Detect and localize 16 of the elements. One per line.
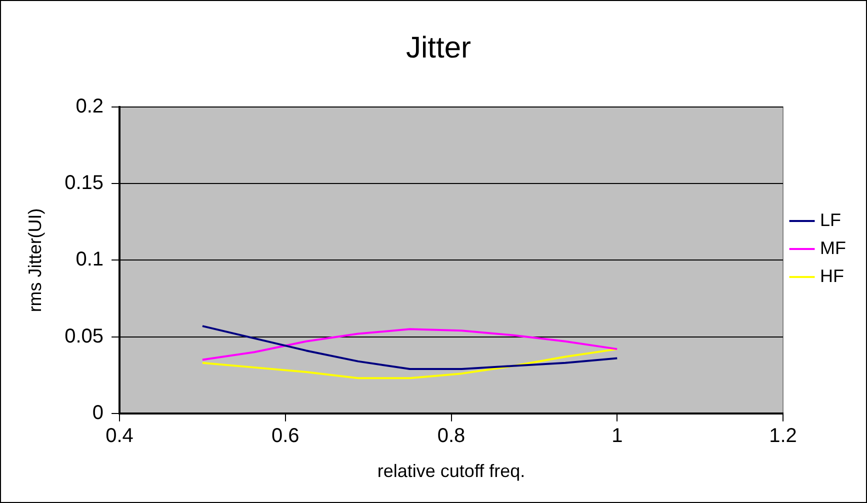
y-tick-label: 0 <box>92 402 104 424</box>
legend-label: LF <box>820 210 842 230</box>
x-tick-label: 0.4 <box>106 424 134 447</box>
x-tick-label: 0.8 <box>437 424 466 447</box>
y-tick-label: 0.05 <box>64 325 104 348</box>
x-axis-title: relative cutoff freq. <box>377 461 526 482</box>
y-axis-title: rms Jitter(UI) <box>24 208 45 312</box>
legend-label: HF <box>820 266 844 286</box>
legend-label: MF <box>820 238 846 258</box>
y-tick-label: 0.1 <box>76 248 104 271</box>
x-tick-label: 1 <box>612 424 623 447</box>
y-tick-label: 0.2 <box>76 96 104 118</box>
x-tick-label: 1.2 <box>769 424 797 447</box>
chart-title: Jitter <box>406 31 472 64</box>
x-tick-label: 0.6 <box>271 424 300 447</box>
y-tick-label: 0.15 <box>64 172 104 194</box>
